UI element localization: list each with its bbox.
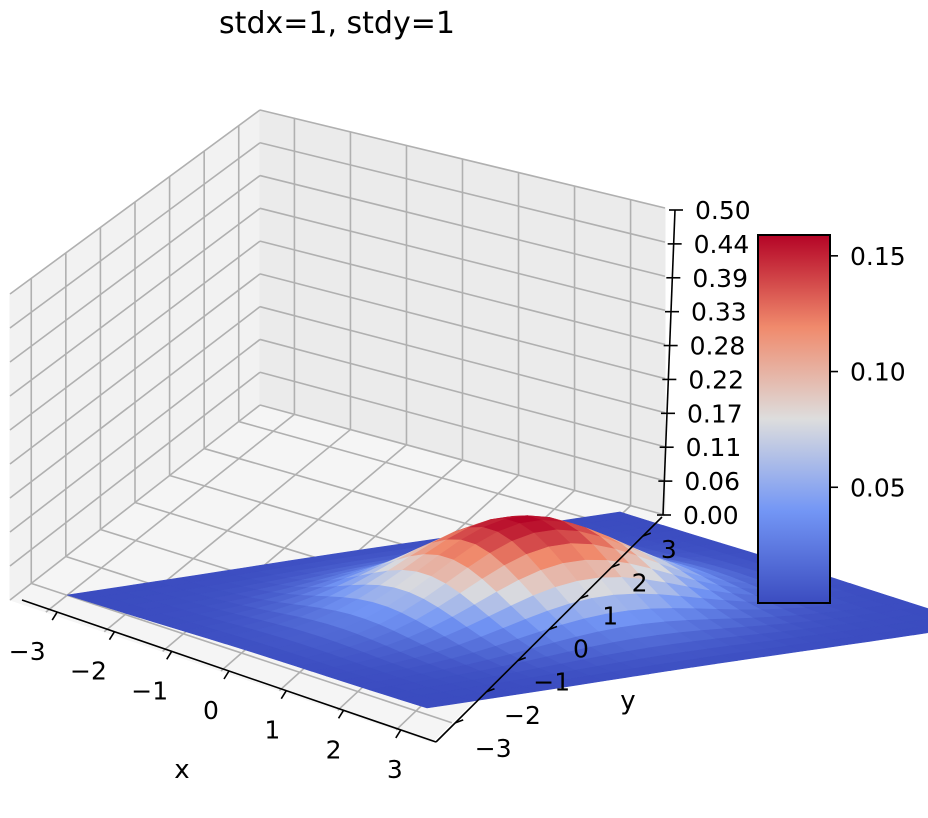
x-tick-labels: −3 −2 −1 0 1 2 3 (9, 637, 403, 784)
grid-line-z-back (259, 109, 666, 209)
y-tick-label: −3 (475, 734, 512, 763)
y-tick-label: −2 (504, 701, 541, 730)
y-tick-mark (579, 594, 589, 600)
y-tick-label: 1 (602, 601, 618, 630)
colorbar-gradient-bar (757, 234, 831, 604)
axes (21, 209, 683, 743)
x-tick-label: 1 (264, 716, 280, 745)
grid-line-z-left (9, 142, 261, 329)
grid-line-z-left (9, 371, 261, 567)
y-tick-mark (642, 532, 652, 537)
z-tick-label: 0.22 (688, 365, 744, 394)
x-tick-label: 3 (387, 755, 403, 784)
y-tick-label: −1 (533, 668, 570, 697)
chart-title: stdx=1, stdy=1 (219, 6, 455, 41)
grid-line-z-back (259, 240, 666, 346)
y-tick-mark (454, 719, 464, 724)
grid-line-z-back (259, 142, 666, 243)
surface-mesh (66, 511, 928, 709)
z-tick-label: 0.33 (691, 298, 747, 327)
y-axis-label: y (620, 686, 635, 716)
x-tick-mark (280, 690, 287, 700)
y-tick-mark (548, 625, 558, 631)
x-tick-label: −3 (9, 637, 46, 666)
z-tick-label: 0.50 (695, 196, 751, 225)
x-tick-label: −2 (70, 657, 107, 686)
x-axis-label: x (174, 755, 189, 785)
colorbar-tick-label: 0.10 (850, 358, 906, 387)
grid-line-z-left (9, 404, 261, 601)
colorbar-ticks: 0.05 0.10 0.15 (830, 242, 906, 502)
grid-line-z-left (9, 207, 261, 397)
x-tick-mark (223, 670, 230, 680)
grid-line-y-floor (238, 420, 646, 536)
y-tick-label: 2 (632, 568, 648, 597)
grid-line-z-left (9, 109, 261, 295)
x-tick-mark (108, 631, 116, 641)
grid-line-z-left (9, 273, 261, 465)
x-tick-mark (395, 729, 402, 739)
y-tick-mark (486, 688, 495, 693)
grid-line-z-back (259, 207, 666, 312)
z-tick-label: 0.44 (694, 230, 750, 259)
x-tick-mark (51, 611, 58, 621)
x-tick-label: 2 (326, 735, 342, 764)
z-tick-label: 0.11 (686, 433, 742, 462)
y-tick-label: 3 (661, 535, 677, 564)
colorbar: 0.05 0.10 0.15 (757, 234, 906, 604)
grid-line-z-left (9, 338, 261, 533)
colorbar-tick-label: 0.05 (850, 473, 906, 502)
z-tick-label: 0.28 (690, 332, 746, 361)
z-tick-labels: 0.00 0.06 0.11 0.17 0.22 0.28 0.33 0.39 0.44 0.50 (683, 196, 751, 530)
y-tick-mark (611, 563, 620, 568)
grid-line-z-left (9, 306, 261, 499)
z-tick-label: 0.17 (687, 399, 743, 428)
grid-line-z-back (259, 371, 666, 482)
z-tick-label: 0.00 (683, 501, 739, 530)
surface-patch (412, 699, 450, 709)
y-tick-label: 0 (573, 635, 589, 664)
grid-line-z-back (259, 404, 666, 516)
z-tick-label: 0.39 (692, 264, 748, 293)
grid-line-z-back (259, 174, 666, 277)
grid-line-z-left (9, 174, 261, 363)
z-tick-label: 0.06 (684, 467, 740, 496)
y-tick-mark (517, 656, 527, 662)
grid-line-z-left (9, 240, 261, 431)
x-tick-mark (337, 709, 345, 719)
grid-line-z-back (259, 273, 666, 380)
colorbar-tick-label: 0.15 (850, 242, 906, 271)
grid-line-y-floor (30, 582, 453, 724)
x-tick-label: 0 (203, 696, 219, 725)
x-tick-label: −1 (131, 676, 168, 705)
grid-line-z-back (259, 305, 666, 414)
x-tick-mark (166, 650, 173, 660)
grid-line-z-back (259, 338, 666, 448)
z-axis-line (662, 209, 676, 516)
